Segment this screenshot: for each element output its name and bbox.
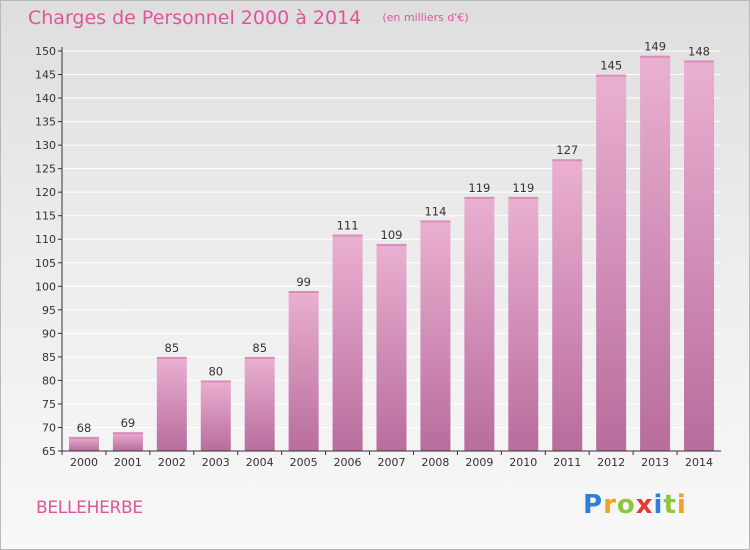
x-tick-label: 2003 xyxy=(202,456,230,469)
x-tick-label: 2007 xyxy=(378,456,406,469)
value-label-2004: 85 xyxy=(252,341,267,355)
bar-2008 xyxy=(420,220,451,451)
bar-2002 xyxy=(156,356,187,451)
value-label-2013: 149 xyxy=(644,40,666,54)
bar-top-edge xyxy=(640,55,671,58)
x-tick-label: 2006 xyxy=(334,456,362,469)
x-tick-label: 2012 xyxy=(597,456,625,469)
value-label-2011: 127 xyxy=(556,143,578,157)
y-tick-label: 135 xyxy=(35,116,56,129)
bar-top-edge xyxy=(684,60,715,63)
value-label-2012: 145 xyxy=(600,59,622,73)
y-tick-label: 140 xyxy=(35,92,56,105)
logo-letter: r xyxy=(603,490,617,520)
bar-2011 xyxy=(552,159,583,451)
bar-2003 xyxy=(200,380,231,451)
y-tick-label: 85 xyxy=(42,351,56,364)
bar-2009 xyxy=(464,196,495,451)
y-tick-label: 125 xyxy=(35,163,56,176)
bar-top-edge xyxy=(552,159,583,162)
bar-top-edge xyxy=(332,234,363,237)
x-tick-label: 2005 xyxy=(290,456,318,469)
x-tick-label: 2011 xyxy=(553,456,581,469)
value-label-2005: 99 xyxy=(296,275,311,289)
y-tick-label: 130 xyxy=(35,139,56,152)
bar-top-edge xyxy=(244,356,275,359)
logo-letter: i xyxy=(676,490,687,520)
bar-2014 xyxy=(684,60,715,451)
x-tick-label: 2008 xyxy=(421,456,449,469)
bar-top-edge xyxy=(200,380,231,383)
y-tick-label: 145 xyxy=(35,69,56,82)
bar-2006 xyxy=(332,234,363,451)
y-tick-label: 70 xyxy=(42,421,56,434)
x-tick-label: 2000 xyxy=(70,456,98,469)
y-tick-label: 65 xyxy=(42,445,56,458)
bar-top-edge xyxy=(376,243,407,246)
value-label-2014: 148 xyxy=(688,44,710,58)
chart-subtitle: (en milliers d'€) xyxy=(382,11,469,24)
y-tick-label: 75 xyxy=(42,398,56,411)
logo-letter: P xyxy=(583,490,604,520)
bar-2000 xyxy=(68,436,99,451)
chart-title-row: Charges de Personnel 2000 à 2014 (en mil… xyxy=(28,7,469,29)
bar-top-edge xyxy=(288,291,319,293)
y-tick-label: 115 xyxy=(35,210,56,223)
y-tick-label: 105 xyxy=(35,257,56,270)
x-tick-label: 2010 xyxy=(509,456,537,469)
x-tick-label: 2004 xyxy=(246,456,274,469)
y-tick-label: 90 xyxy=(42,327,56,340)
bars xyxy=(68,55,715,452)
x-tick-label: 2009 xyxy=(465,456,493,469)
bar-top-edge xyxy=(596,74,627,77)
y-tick-label: 110 xyxy=(35,233,56,246)
x-tick-label: 2001 xyxy=(114,456,142,469)
x-tick-label: 2002 xyxy=(158,456,186,469)
bar-2012 xyxy=(596,74,627,451)
value-label-2010: 119 xyxy=(512,181,534,195)
value-label-2007: 109 xyxy=(381,228,403,242)
labels: 65 70 75 80 85 90 95 100 105 110 115 120 125 130 135 14… xyxy=(35,40,713,469)
bar-2001 xyxy=(112,432,143,451)
y-tick-label: 80 xyxy=(42,374,56,387)
x-tick-label: 2014 xyxy=(685,456,713,469)
bar-2010 xyxy=(508,196,539,451)
logo-letter: i xyxy=(653,490,664,520)
value-label-2003: 80 xyxy=(208,364,223,378)
value-label-2002: 85 xyxy=(165,341,180,355)
bar-top-edge xyxy=(112,432,143,435)
logo-letter: t xyxy=(663,490,677,520)
y-tick-label: 120 xyxy=(35,186,56,199)
y-tick-label: 100 xyxy=(35,280,56,293)
y-tick-label: 95 xyxy=(42,304,56,317)
x-tick-label: 2013 xyxy=(641,456,669,469)
bar-top-edge xyxy=(464,196,495,199)
bar-2013 xyxy=(640,55,671,452)
value-label-2006: 111 xyxy=(337,219,359,233)
bar-top-edge xyxy=(68,436,99,439)
value-label-2008: 114 xyxy=(424,204,446,218)
bar-top-edge xyxy=(508,196,539,199)
bar-top-edge xyxy=(420,220,451,223)
proxiti-logo[interactable]: Proxiti xyxy=(583,490,687,520)
axes xyxy=(58,47,721,455)
bar-2007 xyxy=(376,243,407,451)
logo-letter: o xyxy=(616,490,636,520)
commune-name: BELLEHERBE xyxy=(36,498,143,518)
value-label-2009: 119 xyxy=(468,181,490,195)
y-tick-label: 150 xyxy=(35,45,56,58)
bar-2005 xyxy=(288,291,319,451)
value-label-2001: 69 xyxy=(121,416,136,430)
chart-title: Charges de Personnel 2000 à 2014 xyxy=(28,7,362,29)
logo-letter: x xyxy=(635,490,654,520)
value-label-2000: 68 xyxy=(77,421,92,435)
bar-2004 xyxy=(244,356,275,451)
bar-top-edge xyxy=(156,356,187,359)
